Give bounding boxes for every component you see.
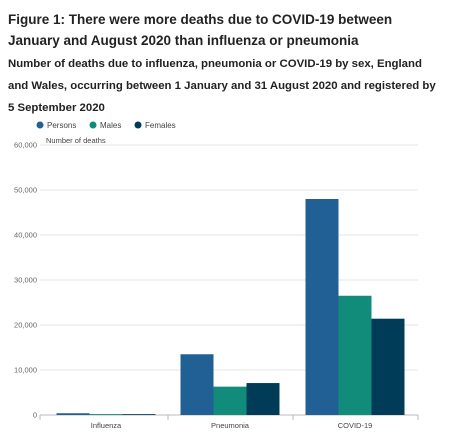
x-tick-label: Influenza <box>91 421 122 430</box>
y-tick-label: 30,000 <box>14 276 37 285</box>
legend-label-males: Males <box>100 121 121 130</box>
y-tick-label: 40,000 <box>14 231 37 240</box>
legend-label-persons: Persons <box>47 121 76 130</box>
legend-swatch-females <box>134 121 142 129</box>
y-tick-label: 50,000 <box>14 186 37 195</box>
x-tick-label: Pneumonia <box>211 421 250 430</box>
legend-swatch-males <box>89 121 97 129</box>
y-axis-title: Number of deaths <box>46 136 106 145</box>
bar-covid-19-persons <box>305 199 339 415</box>
bar-influenza-females <box>122 414 156 415</box>
chart-subtitle: Number of deaths due to influenza, pneum… <box>8 58 436 114</box>
y-tick-label: 60,000 <box>14 141 37 150</box>
bar-pneumonia-persons <box>180 354 214 415</box>
legend-swatch-persons <box>36 121 44 129</box>
bar-pneumonia-males <box>213 386 247 415</box>
y-tick-label: 0 <box>33 411 37 420</box>
x-tick-label: COVID-19 <box>338 421 373 430</box>
bar-pneumonia-females <box>246 383 280 415</box>
y-tick-label: 10,000 <box>14 366 37 375</box>
legend-label-females: Females <box>145 121 176 130</box>
bar-covid-19-females <box>371 318 405 415</box>
bar-covid-19-males <box>338 295 372 415</box>
y-tick-label: 20,000 <box>14 321 37 330</box>
bar-influenza-persons <box>56 413 90 415</box>
bar-influenza-males <box>89 414 123 415</box>
chart-title: Figure 1: There were more deaths due to … <box>8 12 393 48</box>
